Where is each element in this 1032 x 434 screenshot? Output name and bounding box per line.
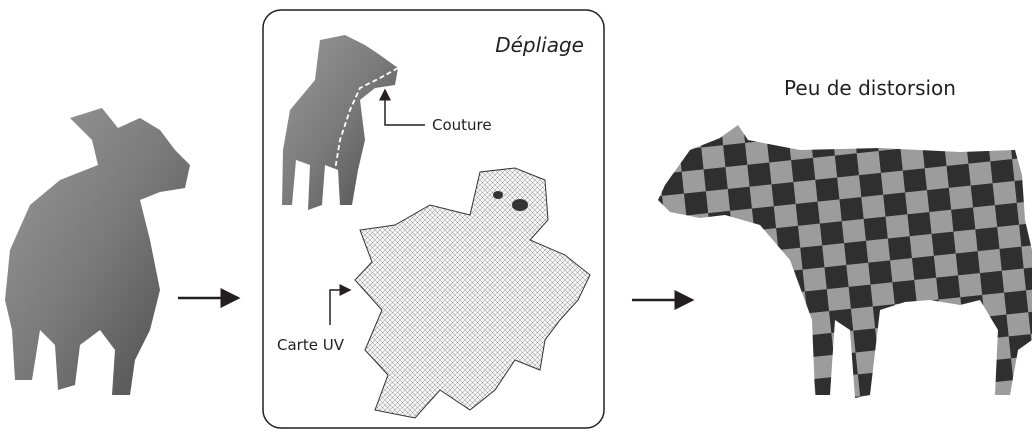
cow-shape: [282, 35, 398, 210]
mesh-detail: [493, 191, 503, 199]
panel-title: Dépliage: [495, 33, 584, 57]
uv-mesh: [355, 168, 590, 418]
diagram: Dépliage Couture Carte UV Peu de distors…: [0, 0, 1032, 430]
seam-arrow: [385, 90, 425, 125]
uv-map-label: Carte UV: [277, 336, 345, 354]
result-model: [658, 125, 1032, 398]
seam-label: Couture: [432, 116, 492, 134]
result-caption: Peu de distorsion: [784, 76, 956, 100]
checkered-cow: [658, 125, 1032, 398]
source-model: [5, 108, 190, 395]
uv-arrow: [330, 290, 350, 325]
uv-map: [355, 168, 590, 418]
mesh-detail: [512, 199, 528, 211]
seam-model: [282, 35, 398, 210]
cow-shape: [5, 108, 190, 395]
page: Dépliage Couture Carte UV Peu de distors…: [0, 0, 1032, 430]
